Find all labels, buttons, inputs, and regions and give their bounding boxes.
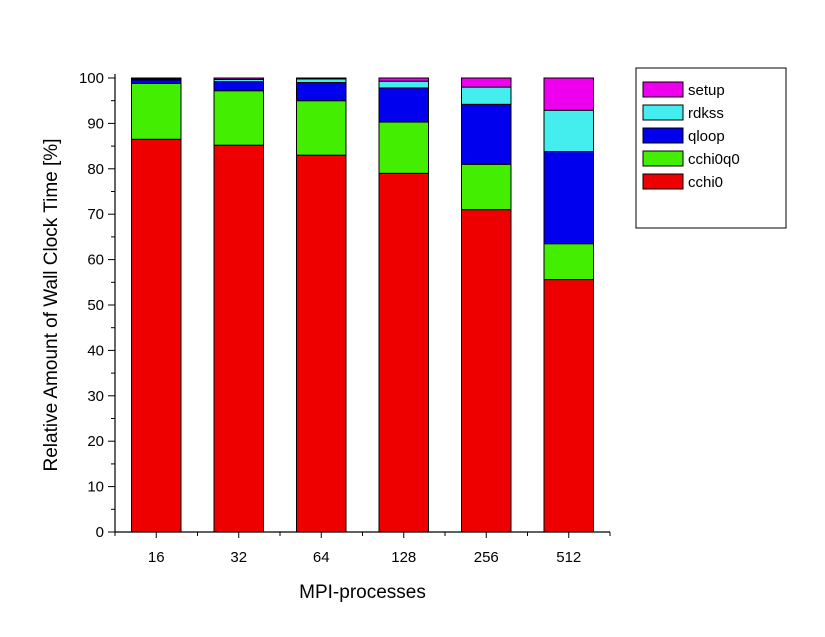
bar-segment-cchi0-512	[543, 279, 594, 533]
bar-segment-cchi0q0-32	[213, 90, 264, 146]
legend-swatch-cchi0q0	[642, 150, 684, 167]
y-tick-label: 0	[96, 524, 104, 541]
bar-segment-setup-64	[296, 77, 347, 80]
y-tick-label: 70	[87, 206, 104, 223]
legend-swatch-rdkss	[642, 104, 684, 121]
y-tick-label: 50	[87, 297, 104, 314]
bar-segment-cchi0-16	[131, 138, 182, 533]
legend-label-rdkss: rdkss	[688, 105, 724, 122]
y-tick-label: 60	[87, 252, 104, 269]
bar-segment-rdkss-512	[543, 109, 594, 153]
legend-swatch-cchi0	[642, 173, 684, 190]
bar-segment-setup-16	[131, 77, 182, 80]
legend-label-cchi0q0: cchi0q0	[688, 151, 740, 168]
legend-swatch-setup	[642, 81, 684, 98]
legend-label-qloop: qloop	[688, 128, 725, 145]
legend-swatch-qloop	[642, 127, 684, 144]
bar-segment-cchi0q0-512	[543, 243, 594, 281]
x-tick-label: 512	[556, 549, 581, 566]
y-axis-title: Relative Amount of Wall Clock Time [%]	[41, 139, 62, 472]
bar-segment-qloop-16	[131, 79, 182, 84]
y-tick-label: 20	[87, 433, 104, 450]
x-tick-label: 16	[148, 549, 165, 566]
legend-label-setup: setup	[688, 82, 725, 99]
bars-group	[131, 77, 594, 533]
x-tick-label: 256	[474, 549, 499, 566]
bar-segment-qloop-64	[296, 82, 347, 102]
y-tick-label: 40	[87, 342, 104, 359]
y-tick-label: 90	[87, 115, 104, 132]
x-tick-label: 64	[313, 549, 330, 566]
bar-segment-cchi0q0-64	[296, 100, 347, 156]
bar-segment-cchi0-128	[378, 172, 429, 533]
bar-segment-rdkss-128	[378, 80, 429, 89]
bar-segment-qloop-128	[378, 87, 429, 123]
bar-segment-qloop-32	[213, 81, 264, 92]
bar-segment-cchi0q0-16	[131, 82, 182, 140]
bar-segment-qloop-512	[543, 151, 594, 245]
x-tick-label: 32	[230, 549, 247, 566]
bar-segment-qloop-256	[461, 103, 512, 165]
bar-segment-cchi0q0-256	[461, 163, 512, 211]
bar-segment-cchi0q0-128	[378, 121, 429, 174]
x-tick-label: 128	[391, 549, 416, 566]
bar-segment-setup-32	[213, 77, 264, 80]
legend: setup rdkss qloop cchi0q0 cchi0	[635, 67, 787, 229]
bar-segment-cchi0-64	[296, 154, 347, 533]
bar-segment-cchi0-32	[213, 144, 264, 533]
y-tick-label: 100	[79, 70, 104, 87]
bar-segment-rdkss-64	[296, 78, 347, 84]
axes-group: 0 10 20 30 40 50 60 70 80 90 100 16 32 64 128 256 512	[79, 70, 611, 566]
y-tick-label: 10	[87, 479, 104, 496]
y-tick-label: 30	[87, 388, 104, 405]
bar-segment-setup-256	[461, 77, 512, 88]
bar-segment-setup-128	[378, 77, 429, 82]
bar-segment-setup-512	[543, 77, 594, 111]
bar-segment-cchi0-256	[461, 209, 512, 533]
y-tick-label: 80	[87, 161, 104, 178]
bar-segment-rdkss-256	[461, 86, 512, 105]
legend-label-cchi0: cchi0	[688, 174, 723, 191]
x-axis-title: MPI-processes	[299, 582, 426, 603]
